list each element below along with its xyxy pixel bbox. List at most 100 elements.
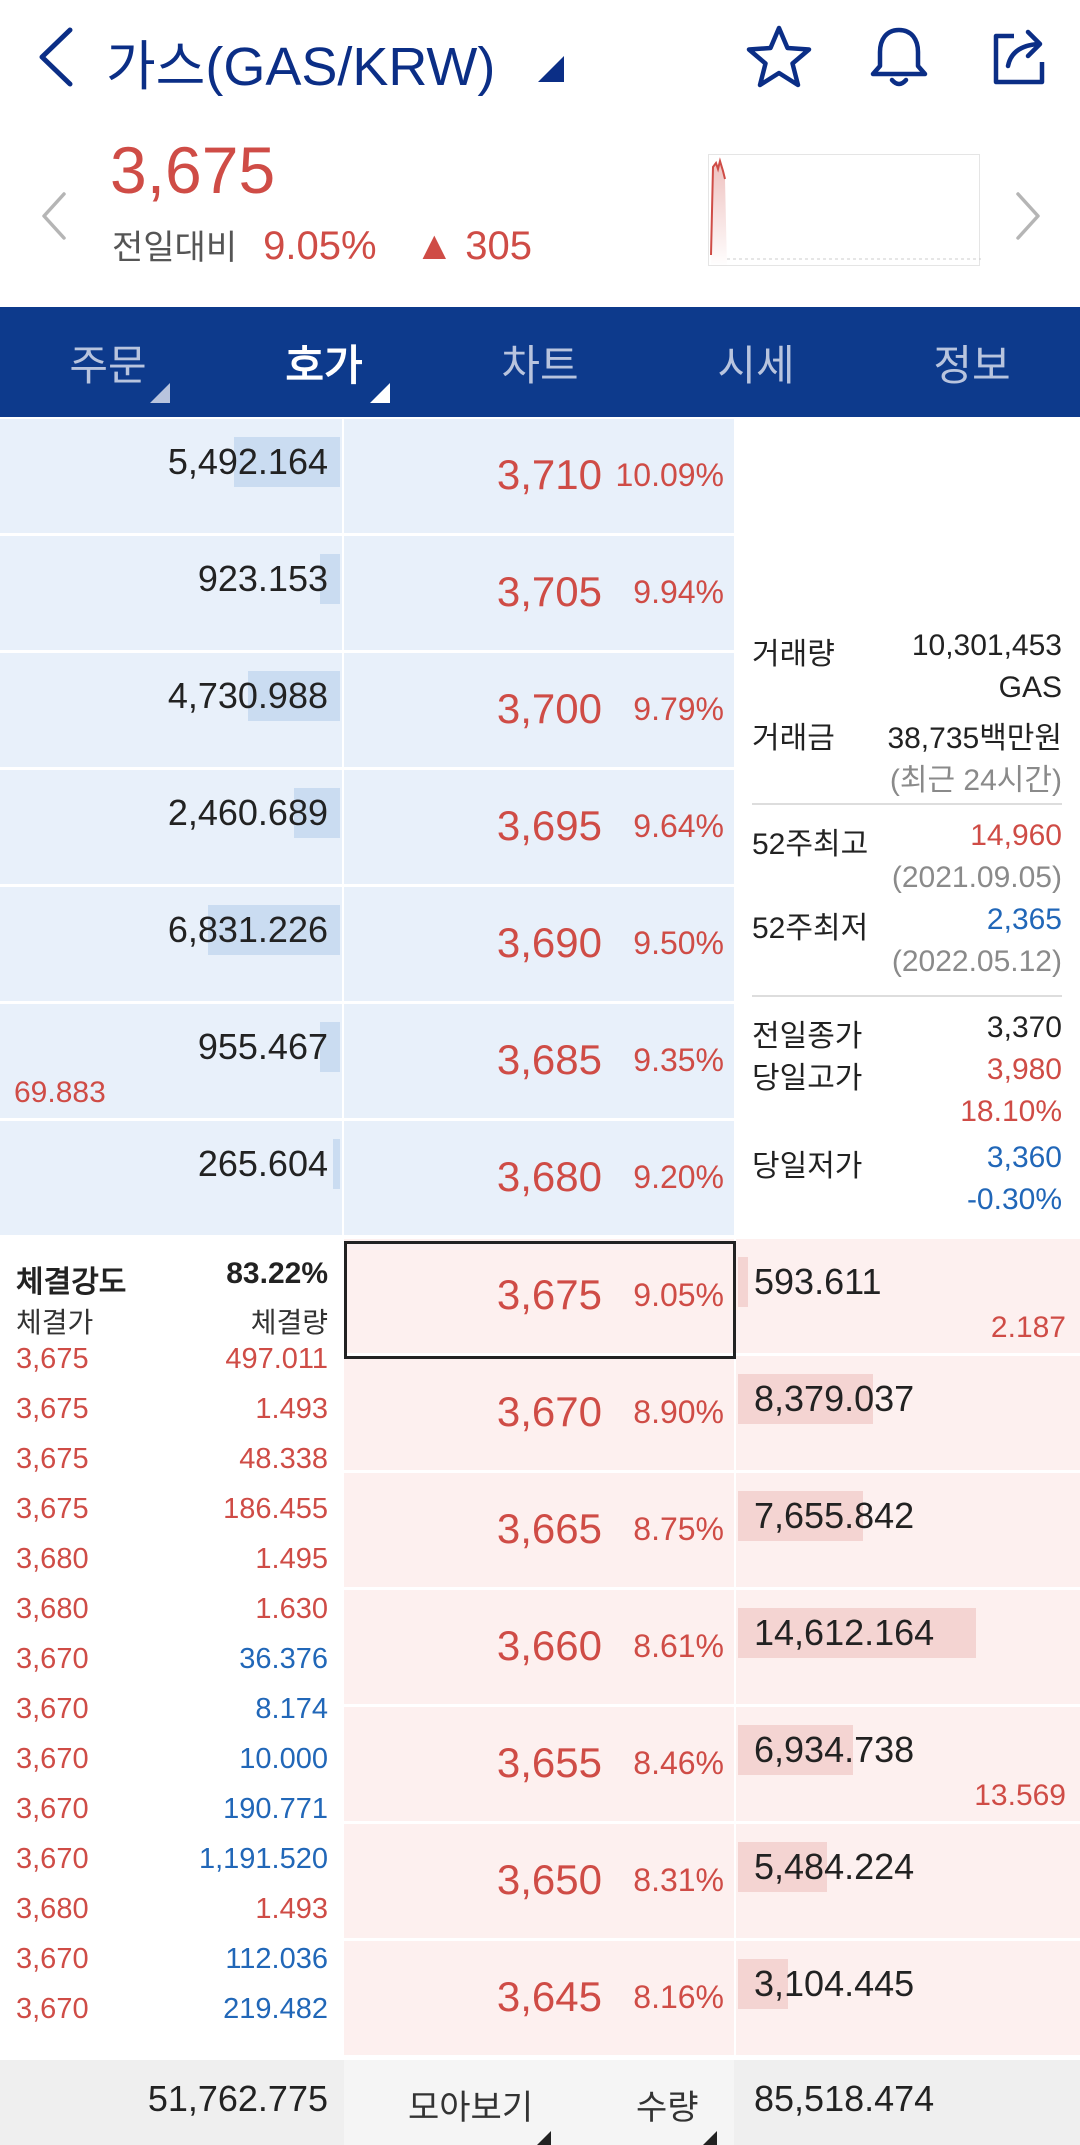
ask-price-cell[interactable]: 3,680 9.20% bbox=[344, 1121, 734, 1235]
tab-label: 호가 bbox=[285, 340, 363, 390]
ask-price-pct: 9.79% bbox=[633, 691, 724, 727]
ask-volume-bar bbox=[294, 788, 340, 838]
tab-label: 주문 bbox=[69, 340, 147, 390]
trade-price: 3,670 bbox=[16, 1993, 89, 2025]
ask-price-cell[interactable]: 3,710 10.09% bbox=[344, 419, 734, 533]
share-icon[interactable] bbox=[984, 22, 1054, 92]
trade-volume: 10.000 bbox=[239, 1743, 328, 1775]
day-high-label: 당일고가 bbox=[752, 1062, 863, 1095]
ask-price-cell[interactable]: 3,685 9.35% bbox=[344, 1004, 734, 1118]
trade-row: 3,670 8.174 bbox=[16, 1693, 328, 1743]
bid-price-cell[interactable]: 3,675 9.05% bbox=[344, 1239, 734, 1353]
tab-label: 시세 bbox=[717, 340, 795, 390]
bid-total: 85,518.474 bbox=[754, 2078, 935, 2119]
bid-volume-cell: 593.611 2.187 bbox=[736, 1239, 1080, 1353]
ask-volume: 923.153 bbox=[197, 558, 328, 599]
tab-market[interactable]: 시세 bbox=[648, 307, 864, 417]
bid-price: 3,665 bbox=[496, 1505, 602, 1552]
day-low-value: 3,360 bbox=[986, 1141, 1062, 1174]
bid-price-cell[interactable]: 3,665 8.75% bbox=[344, 1473, 734, 1587]
ask-volume: 5,492.164 bbox=[167, 441, 328, 482]
bid-price-pct: 8.90% bbox=[633, 1394, 724, 1430]
bid-volume-bar bbox=[738, 1842, 827, 1892]
ask-price-pct: 9.35% bbox=[633, 1042, 724, 1078]
volume-value: 10,301,453 bbox=[911, 629, 1062, 662]
trade-volume: 8.174 bbox=[255, 1693, 328, 1725]
trade-row: 3,675 48.338 bbox=[16, 1443, 328, 1493]
ask-change-amount: 69.883 bbox=[14, 1076, 106, 1109]
trade-price: 3,675 bbox=[16, 1443, 89, 1475]
change-amount: ▲ 305 bbox=[414, 224, 532, 268]
bid-volume: 7,655.842 bbox=[754, 1495, 915, 1536]
chevron-left-icon[interactable] bbox=[38, 188, 70, 244]
market-info-panel: 거래량 10,301,453 GAS 거래금 38,735백만원 (최근 24시간)… bbox=[736, 419, 1080, 1239]
page-title[interactable]: 가스(GAS/KRW) bbox=[106, 37, 496, 97]
ask-price-cell[interactable]: 3,690 9.50% bbox=[344, 887, 734, 1001]
bell-icon[interactable] bbox=[864, 22, 934, 92]
aggregate-view-button[interactable]: 모아보기 bbox=[408, 2080, 552, 2145]
bid-price-cell[interactable]: 3,650 8.31% bbox=[344, 1824, 734, 1938]
bid-volume-cell: 6,934.738 13.569 bbox=[736, 1707, 1080, 1821]
trade-price: 3,670 bbox=[16, 1643, 89, 1675]
day-low-label: 당일저가 bbox=[752, 1150, 863, 1183]
prev-close-value: 3,370 bbox=[986, 1011, 1062, 1044]
dropdown-corner-icon bbox=[700, 2131, 717, 2145]
prev-close-label: 전일종가 bbox=[752, 1020, 863, 1053]
chevron-right-icon[interactable] bbox=[1012, 188, 1044, 244]
change-percent: 9.05% bbox=[263, 224, 377, 268]
low52-date: (2022.05.12) bbox=[891, 945, 1062, 978]
bid-volume: 5,484.224 bbox=[754, 1846, 915, 1887]
trade-volume: 112.036 bbox=[225, 1943, 328, 1975]
bid-price: 3,670 bbox=[496, 1388, 602, 1435]
tab-corner-icon bbox=[150, 383, 170, 403]
trade-price: 3,670 bbox=[16, 1793, 89, 1825]
ask-volume-bar bbox=[333, 1139, 340, 1189]
bid-price-cell[interactable]: 3,645 8.16% bbox=[344, 1941, 734, 2055]
tab-info[interactable]: 정보 bbox=[864, 307, 1080, 417]
ask-volume: 6,831.226 bbox=[167, 909, 328, 950]
trade-history-panel[interactable]: 체결강도 83.22% 체결가 체결량 3,675 497.011 3,675 1.4… bbox=[0, 1239, 342, 2059]
ask-price-pct: 9.64% bbox=[633, 808, 724, 844]
star-icon[interactable] bbox=[744, 22, 814, 92]
bid-price: 3,660 bbox=[496, 1622, 602, 1669]
tab-bar: 주문 호가 차트 시세 정보 bbox=[0, 307, 1080, 417]
tab-chart[interactable]: 차트 bbox=[432, 307, 648, 417]
trade-price-header: 체결가 bbox=[16, 1307, 94, 1338]
trade-row: 3,670 190.771 bbox=[16, 1793, 328, 1843]
ask-price-cell[interactable]: 3,695 9.64% bbox=[344, 770, 734, 884]
bid-price-pct: 8.61% bbox=[633, 1628, 724, 1664]
ask-price: 3,710 bbox=[496, 451, 602, 498]
bid-price-cell[interactable]: 3,655 8.46% bbox=[344, 1707, 734, 1821]
mini-price-chart[interactable] bbox=[708, 154, 981, 267]
change-label: 전일대비 bbox=[112, 229, 238, 267]
tab-order[interactable]: 주문 bbox=[0, 307, 216, 417]
bid-price: 3,645 bbox=[496, 1973, 602, 2020]
bid-volume: 3,104.445 bbox=[754, 1963, 915, 2004]
ask-price-cell[interactable]: 3,705 9.94% bbox=[344, 536, 734, 650]
aggregate-view-label: 모아보기 bbox=[408, 2089, 534, 2127]
ask-price-pct: 9.20% bbox=[633, 1159, 724, 1195]
trade-row: 3,675 1.493 bbox=[16, 1393, 328, 1443]
ask-volume-cell: 265.604 bbox=[0, 1121, 342, 1235]
trade-volume: 36.376 bbox=[239, 1643, 328, 1675]
bid-volume-cell: 3,104.445 bbox=[736, 1941, 1080, 2055]
footer-controls: 모아보기 수량 bbox=[344, 2060, 734, 2145]
strength-label: 체결강도 bbox=[16, 1266, 127, 1299]
bid-price: 3,655 bbox=[496, 1739, 602, 1786]
order-book: 5,492.164 3,710 10.09% 923.153 3,705 9.94%… bbox=[0, 419, 1080, 2059]
trade-price: 3,680 bbox=[16, 1893, 89, 1925]
bid-price-cell[interactable]: 3,660 8.61% bbox=[344, 1590, 734, 1704]
ask-volume-cell: 5,492.164 bbox=[0, 419, 342, 533]
strength-value: 83.22% bbox=[226, 1257, 328, 1290]
trade-volume: 48.338 bbox=[239, 1443, 328, 1475]
back-icon[interactable] bbox=[30, 22, 90, 92]
ask-price-cell[interactable]: 3,700 9.79% bbox=[344, 653, 734, 767]
trade-price: 3,670 bbox=[16, 1693, 89, 1725]
quantity-toggle-button[interactable]: 수량 bbox=[636, 2080, 717, 2145]
dropdown-caret-icon[interactable] bbox=[538, 56, 564, 82]
ask-price: 3,685 bbox=[496, 1036, 602, 1083]
bottom-bar: 51,762.775 모아보기 수량 85,518.474 bbox=[0, 2060, 1080, 2145]
bid-volume: 14,612.164 bbox=[754, 1612, 935, 1653]
tab-orderbook[interactable]: 호가 bbox=[216, 307, 432, 417]
bid-price-cell[interactable]: 3,670 8.90% bbox=[344, 1356, 734, 1470]
